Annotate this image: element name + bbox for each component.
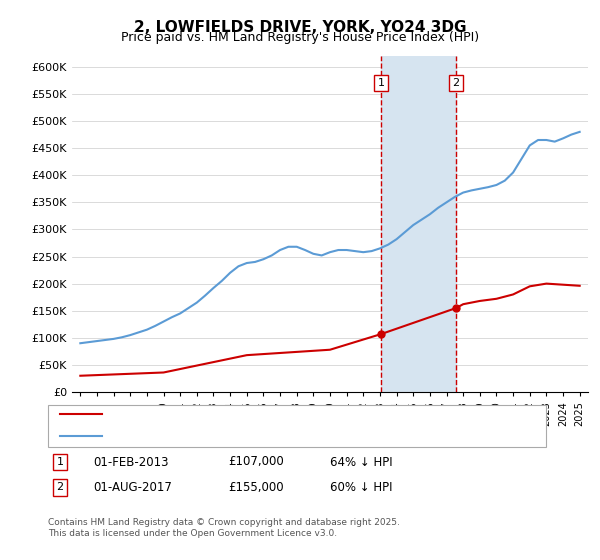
Text: 64% ↓ HPI: 64% ↓ HPI bbox=[330, 455, 392, 469]
Text: £155,000: £155,000 bbox=[228, 480, 284, 494]
Text: HPI: Average price, detached house, York: HPI: Average price, detached house, York bbox=[105, 431, 320, 441]
Text: 01-FEB-2013: 01-FEB-2013 bbox=[93, 455, 169, 469]
Text: Price paid vs. HM Land Registry's House Price Index (HPI): Price paid vs. HM Land Registry's House … bbox=[121, 31, 479, 44]
Text: 1: 1 bbox=[56, 457, 64, 467]
Text: Contains HM Land Registry data © Crown copyright and database right 2025.
This d: Contains HM Land Registry data © Crown c… bbox=[48, 518, 400, 538]
Text: 01-AUG-2017: 01-AUG-2017 bbox=[93, 480, 172, 494]
Text: 2: 2 bbox=[452, 78, 460, 88]
Text: 60% ↓ HPI: 60% ↓ HPI bbox=[330, 480, 392, 494]
Text: 2, LOWFIELDS DRIVE, YORK, YO24 3DG: 2, LOWFIELDS DRIVE, YORK, YO24 3DG bbox=[134, 20, 466, 35]
Text: 2: 2 bbox=[56, 482, 64, 492]
Text: £107,000: £107,000 bbox=[228, 455, 284, 469]
Text: 2, LOWFIELDS DRIVE, YORK, YO24 3DG (detached house): 2, LOWFIELDS DRIVE, YORK, YO24 3DG (deta… bbox=[105, 409, 402, 419]
Text: 1: 1 bbox=[378, 78, 385, 88]
Bar bbox=[381, 56, 456, 392]
